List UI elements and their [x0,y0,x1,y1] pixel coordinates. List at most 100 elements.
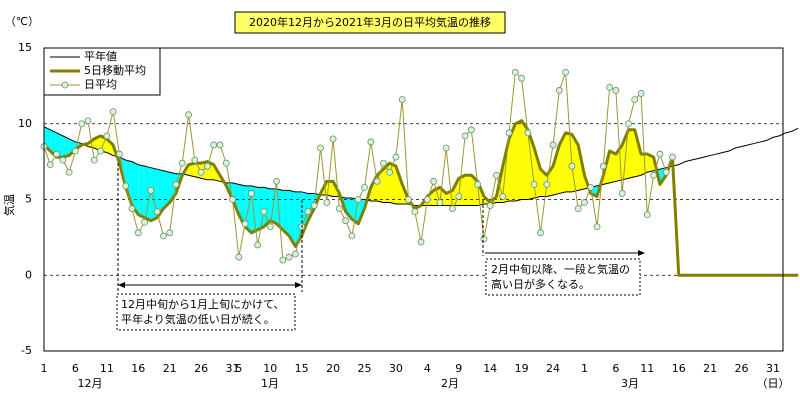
daily-point [310,202,318,209]
daily-point [141,218,148,226]
daily-point [304,208,312,216]
daily-point [210,141,218,149]
daily-point [53,150,60,158]
daily-point [436,199,444,206]
month-label: 1月 [261,377,279,390]
daily-point [65,168,73,176]
daily-point [511,68,519,76]
anomaly-fill [628,129,635,179]
y-tick-label: 0 [25,268,32,281]
chart-title: 2020年12月から2021年3月の日平均気温の推移 [249,15,491,29]
anomaly-fill [351,197,359,224]
legend-label: 平年値 [84,49,117,63]
daily-point [172,180,180,188]
daily-point [116,150,123,158]
daily-point [574,205,582,212]
daily-point [625,120,632,128]
x-tick-label: 4 [424,362,431,375]
daily-point [128,205,136,212]
daily-point [411,208,419,216]
x-tick-label: 16 [131,362,145,375]
anomaly-fill [69,138,76,156]
daily-point [537,229,544,237]
x-tick-label: 19 [515,362,529,375]
daily-point [518,74,526,82]
fills [44,120,673,247]
daily-point [203,162,211,170]
anomaly-fill [553,144,560,195]
daily-point [323,199,331,206]
daily-point [499,193,507,200]
daily-point [78,120,86,128]
daily-point [486,202,494,209]
daily-point [46,161,54,169]
daily-point [329,135,337,143]
month-label: 3月 [621,377,639,390]
x-tick-label: 24 [546,362,560,375]
daily-point [543,180,551,188]
daily-point [386,168,394,176]
anomaly-fill [395,166,403,205]
anomaly-fill [56,132,63,158]
daily-point [430,177,438,185]
daily-point [134,229,142,237]
x-tick-label: 26 [735,362,749,375]
annotation-text: 高い日が多くなる。 [491,277,590,291]
daily-point [260,208,268,216]
daily-point [530,180,538,188]
anomaly-fill [540,169,547,197]
daily-point [317,144,324,152]
x-unit: （日） [757,377,790,390]
daily-point [618,190,626,197]
daily-point [354,196,362,203]
daily-point [160,232,167,240]
annotation-text: 12月中旬から1月上旬にかけて、 [121,298,284,311]
anomaly-fill [609,151,616,183]
month-label: 2月 [441,377,459,390]
daily-point [229,196,236,203]
daily-point [669,153,676,161]
x-tick-label: 9 [455,362,462,375]
annotation-box [116,293,296,331]
daily-point [599,162,607,170]
daily-point [367,138,375,146]
daily-point [59,156,67,164]
daily-point [178,159,186,167]
anomaly-fill [157,169,164,218]
anomaly-fill [289,190,296,247]
daily-point [373,177,381,185]
daily-point [185,111,192,119]
daily-point [392,153,400,161]
x-tick-label: 26 [194,362,208,375]
x-tick-label: 15 [295,362,309,375]
x-tick-label: 10 [263,362,277,375]
daily-point [335,205,343,212]
x-tick-label: 25 [358,362,372,375]
anomaly-fill [509,123,516,202]
daily-point [562,68,570,76]
x-tick-label: 11 [640,362,654,375]
x-tick-label: 11 [100,362,114,375]
x-tick-label: 21 [163,362,177,375]
daily-point [480,235,488,243]
anomaly-fill [50,129,57,158]
daily-point [637,90,645,97]
daily-point [631,96,639,103]
daily-point [555,87,563,94]
daily-point [241,220,249,228]
daily-point [109,108,117,116]
daily-point [442,144,450,152]
x-tick-label: 6 [612,362,619,375]
anomaly-fill [641,154,648,176]
daily-point [455,193,463,200]
daily-point [568,162,576,170]
daily-point [650,171,657,179]
daily-point [342,217,350,225]
x-tick-label: 1 [581,362,588,375]
y-tick-label: 10 [18,117,32,130]
daily-point [593,223,601,231]
x-tick-label: 5 [235,362,242,375]
daily-point [524,129,532,137]
annotation-text: 平年より気温の低い日が続く。 [121,312,275,326]
